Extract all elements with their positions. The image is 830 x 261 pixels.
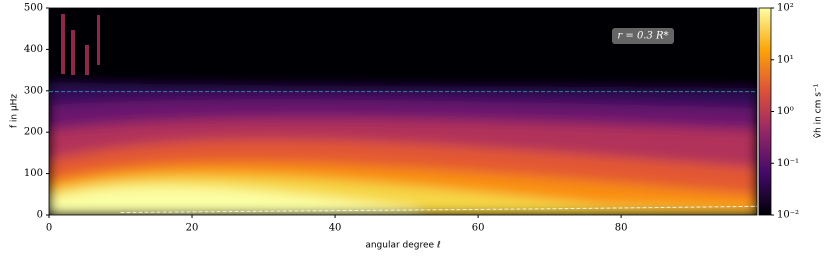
x-tick-label: 60	[472, 223, 485, 234]
colorbar-tick-label: 10¹	[777, 54, 794, 65]
plot-frame	[48, 7, 758, 216]
x-axis-label: angular degree ℓ	[365, 241, 440, 251]
colorbar	[758, 7, 772, 216]
colorbar-tick-label: 10⁻¹	[777, 158, 799, 169]
dashed-line	[120, 205, 757, 214]
colorbar-tick-label: 10²	[777, 3, 794, 14]
x-tick-label: 20	[186, 223, 199, 234]
annotation: r = 0.3 R*	[617, 31, 668, 42]
x-tick-label: 0	[46, 223, 52, 234]
colorbar-tick-label: 10⁰	[777, 106, 794, 117]
y-tick-label: 400	[24, 44, 43, 55]
colorbar-label: v̂h in cm s⁻¹	[813, 83, 824, 138]
annotation-box	[612, 28, 674, 44]
y-tick-label: 200	[24, 127, 43, 138]
y-tick-label: 0	[37, 210, 43, 221]
y-tick-label: 100	[24, 168, 43, 179]
x-tick-label: 40	[329, 223, 342, 234]
colorbar-tick-label: 10⁻²	[777, 210, 799, 221]
x-tick-label: 80	[615, 223, 628, 234]
y-axis-label: f in μHz	[10, 94, 20, 129]
y-tick-label: 300	[24, 85, 43, 96]
y-tick-label: 500	[24, 3, 43, 14]
